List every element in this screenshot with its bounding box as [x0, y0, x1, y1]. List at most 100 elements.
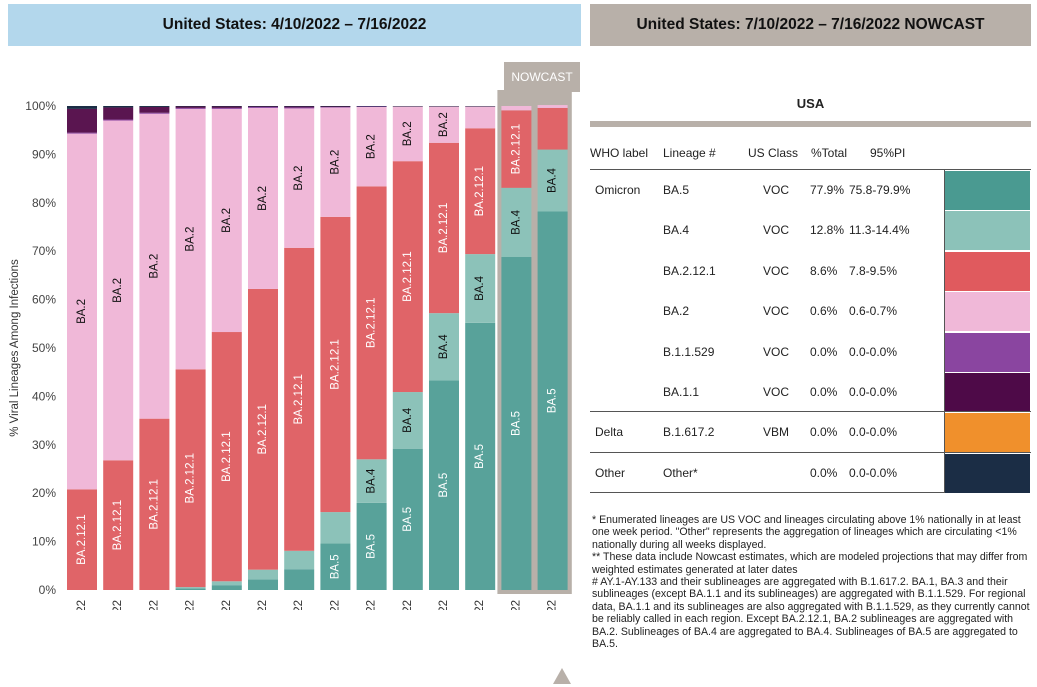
x-tick-label: 7/2/22	[474, 600, 486, 610]
x-tick-label: 5/7/22	[185, 600, 197, 610]
segment-data-label: BA.5	[329, 554, 341, 579]
y-tick-label: 100%	[25, 99, 56, 113]
table-cell-total: 8.6%	[810, 263, 838, 278]
lineage-color-swatch	[945, 171, 1030, 210]
bar-segment-ba-4	[211, 581, 242, 586]
segment-data-label: BA.2	[402, 121, 414, 146]
table-cell-lineage: BA.2	[663, 304, 690, 319]
y-tick-label: 30%	[32, 438, 56, 452]
x-tick-label: 4/16/22	[76, 600, 88, 610]
bar-segment-ba-5	[356, 502, 387, 590]
bar-segment-ba-5	[392, 448, 423, 590]
y-tick-label: 80%	[32, 196, 56, 210]
y-tick-label: 60%	[32, 293, 56, 307]
bar-segment-ba-2-12-1	[501, 110, 532, 188]
table-cell-lineage: B.1.1.529	[663, 344, 715, 359]
bar-segment-ba-5	[465, 322, 496, 590]
bar-segment-ba-2-12-1	[67, 489, 97, 590]
table-cell-us-class: VOC	[763, 344, 790, 359]
lineage-color-swatch	[945, 413, 1030, 453]
bar-segment-ba-4	[429, 313, 459, 381]
bar-segment-other	[248, 106, 278, 107]
bar-segment-ba-5	[429, 380, 459, 590]
table-cell-lineage: BA.2.12.1	[663, 263, 716, 278]
bar-segment-ba-2-12-1	[392, 161, 423, 393]
y-tick-label: 50%	[32, 341, 56, 355]
segment-data-label: BA.2	[76, 299, 88, 324]
bar-segment-ba-4	[465, 254, 496, 323]
bar-segment-ba-2	[139, 113, 170, 419]
bar-segment-b-1-1-529	[356, 106, 387, 107]
bar-segment-b-1-1-529	[103, 119, 134, 121]
table-cell-total: 77.9%	[810, 183, 845, 197]
bar-segment-b-1-1-529	[67, 132, 97, 134]
nowcast-arrow-icon	[553, 668, 571, 684]
x-tick-label: 6/11/22	[366, 600, 378, 610]
table-cell-who: Delta	[595, 425, 624, 440]
bar-segment-ba-2	[103, 120, 134, 461]
bar-segment-ba-1-1	[175, 106, 206, 108]
segment-data-label: BA.5	[402, 507, 414, 532]
bar-segment-other	[465, 106, 496, 107]
footnote-asterisk: * Enumerated lineages are US VOC and lin…	[592, 514, 1021, 551]
bar-segment-ba-2	[248, 107, 278, 289]
table-swatch-divider	[944, 169, 945, 493]
segment-data-label: BA.2.12.1	[402, 251, 414, 302]
x-tick-label: 6/4/22	[329, 600, 341, 610]
table-cell-us-class: VOC	[763, 385, 790, 399]
bar-segment-ba-1-1	[139, 106, 170, 113]
x-tick-label: 4/23/22	[112, 600, 124, 610]
table-cell-pi: 11.3-14.4%	[849, 223, 910, 238]
segment-data-label: BA.2	[257, 186, 269, 211]
table-cell-lineage: BA.4	[663, 223, 690, 238]
segment-data-label: BA.5	[366, 534, 378, 559]
bar-segment-other	[392, 106, 423, 107]
bar-segment-ba-2-12-1	[139, 418, 170, 590]
bar-segment-b-1-1-529	[211, 107, 242, 109]
bar-segment-other	[139, 106, 170, 107]
bar-segment-ba-1-1	[320, 106, 351, 107]
bar-segment-ba-2-12-1	[320, 216, 351, 513]
bar-segment-ba-1-1	[211, 106, 242, 108]
bar-segment-ba-2-12-1	[103, 460, 134, 590]
segment-data-label: BA.4	[402, 407, 414, 433]
bar-segment-b-1-1-529	[248, 106, 278, 108]
chart-panel-header: United States: 4/10/2022 – 7/16/2022	[8, 4, 581, 46]
segment-data-label: BA.5	[438, 473, 450, 498]
bar-segment-ba-2	[67, 133, 97, 490]
bar-segment-other	[429, 106, 459, 107]
bar-segment-ba-2	[211, 108, 242, 333]
lineage-color-swatch	[945, 373, 1030, 412]
bar-segment-other	[320, 106, 351, 107]
stacked-bar-chart: 0% 10% 20% 30% 40% 50% 60% 70% 80% 90% 100% % Viral…	[9, 90, 572, 610]
table-cell-us-class: VOC	[763, 304, 790, 319]
segment-data-label: BA.2.12.1	[148, 479, 160, 530]
footnotes: * Enumerated lineages are US VOC and lin…	[592, 514, 1032, 650]
bar-segment-ba-5	[175, 588, 206, 590]
table-top-bar	[590, 121, 1031, 127]
lineage-color-swatch	[945, 453, 1030, 493]
col-header-who: WHO label	[590, 146, 649, 160]
lineage-color-swatch	[945, 251, 1030, 291]
bar-segment-ba-2-12-1	[537, 107, 568, 150]
table-cell-pi: 0.0-0.0%	[849, 344, 898, 359]
bar-segment-ba-5	[284, 569, 315, 590]
bar-segment-ba-2-12-1	[356, 186, 387, 460]
bar-segment-ba-1-1	[103, 107, 134, 120]
bar-segment-ba-4	[175, 587, 206, 589]
table-rule-other	[590, 452, 1031, 453]
segment-data-label: BA.2.12.1	[112, 500, 124, 551]
segment-data-label: BA.2.12.1	[438, 203, 450, 254]
bar-segment-ba-2	[501, 106, 532, 111]
y-tick-label: 90%	[32, 147, 56, 161]
table-cell-total: 0.6%	[810, 304, 838, 319]
bar-segment-b-1-1-529	[320, 106, 351, 108]
bar-segment-ba-2-12-1	[465, 128, 496, 255]
y-tick-label: 0%	[39, 583, 57, 597]
segment-data-label: BA.2.12.1	[293, 374, 305, 425]
segment-data-label: BA.4	[510, 209, 522, 235]
segment-data-label: BA.2.12.1	[221, 431, 233, 482]
segment-data-label: BA.2	[366, 134, 378, 159]
lineage-color-swatch	[945, 332, 1030, 372]
segment-data-label: BA.2.12.1	[474, 166, 486, 217]
